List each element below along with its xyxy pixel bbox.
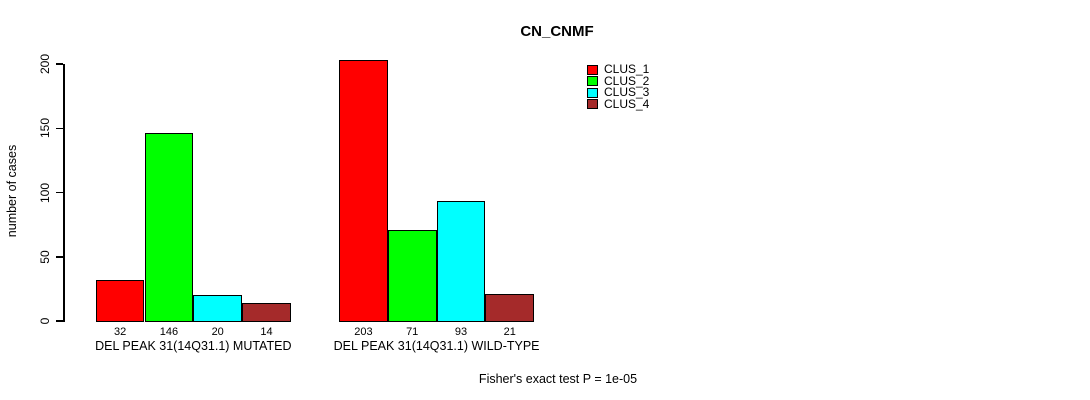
legend-label: CLUS_3 xyxy=(604,85,650,99)
x-group-label: DEL PEAK 31(14Q31.1) MUTATED xyxy=(95,339,292,353)
y-axis-line xyxy=(63,64,65,322)
bar xyxy=(144,133,194,322)
legend-label: CLUS_2 xyxy=(604,73,650,88)
legend-swatch xyxy=(587,76,598,87)
legend-label: CLUS_1 xyxy=(604,62,650,76)
x-group-label: DEL PEAK 31(14Q31.1) WILD-TYPE xyxy=(333,339,540,353)
y-tick-label: 0 xyxy=(38,317,52,325)
y-tick-label: 100 xyxy=(38,182,52,203)
legend-item: CLUS_3 xyxy=(587,85,650,99)
y-tick xyxy=(56,256,63,258)
bar-value-label: 203 xyxy=(354,326,373,338)
legend-item: CLUS_2 xyxy=(587,73,650,88)
bar xyxy=(387,229,437,322)
bar xyxy=(485,294,535,322)
y-tick xyxy=(56,320,63,322)
bar xyxy=(95,279,145,322)
bar-value-label: 71 xyxy=(406,326,419,338)
bar xyxy=(193,295,243,322)
bar xyxy=(436,201,486,322)
legend-label: CLUS_4 xyxy=(604,96,650,111)
bar-value-label: 32 xyxy=(113,326,127,338)
y-tick xyxy=(56,127,63,129)
bar-value-label: 14 xyxy=(260,326,273,338)
legend: CLUS_1 CLUS_2 CLUS_3 CLUS_4 xyxy=(587,62,650,111)
y-tick-label: 200 xyxy=(38,53,52,75)
legend-swatch xyxy=(587,64,598,75)
chart-title: CN_CNMF xyxy=(520,23,594,40)
legend-item: CLUS_1 xyxy=(587,62,650,76)
legend-swatch xyxy=(587,87,598,98)
bar xyxy=(242,303,291,322)
bar-value-label: 146 xyxy=(159,326,179,338)
y-axis-title: number of cases xyxy=(5,144,19,238)
bar xyxy=(339,60,388,322)
y-tick xyxy=(56,63,63,65)
y-tick xyxy=(56,191,63,194)
bar-value-label: 20 xyxy=(211,326,224,338)
legend-item: CLUS_4 xyxy=(587,96,650,111)
bar-value-label: 93 xyxy=(454,326,468,338)
y-tick-label: 50 xyxy=(38,250,52,264)
stats-annotation: Fisher's exact test P = 1e-05 xyxy=(478,372,638,386)
bar-value-label: 21 xyxy=(503,326,516,338)
legend-swatch xyxy=(587,99,598,110)
y-tick-label: 150 xyxy=(38,118,52,139)
